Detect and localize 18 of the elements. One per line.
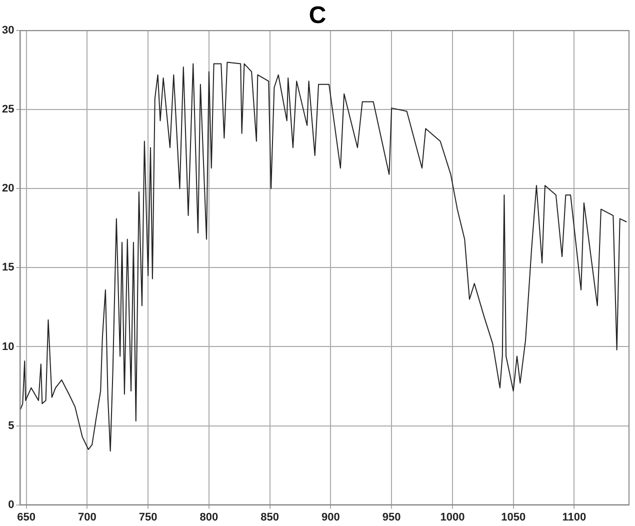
- x-tick-label: 1000: [440, 511, 465, 524]
- x-tick-label: 750: [138, 511, 158, 524]
- x-tick-label: 900: [322, 511, 340, 524]
- y-tick-label: 20: [2, 182, 14, 195]
- y-tick-label: 10: [2, 340, 14, 353]
- y-tick-label: 15: [2, 262, 14, 274]
- y-tick-label: 5: [8, 420, 14, 432]
- x-tick-label: 1100: [562, 511, 586, 524]
- x-tick-label: 950: [382, 511, 401, 524]
- chart-title: C: [308, 2, 326, 29]
- y-tick-label: 25: [2, 104, 14, 116]
- x-tick-label: 650: [17, 511, 36, 524]
- x-tick-label: 850: [260, 511, 280, 524]
- x-tick-label: 800: [200, 511, 218, 524]
- x-tick-label: 700: [78, 511, 96, 524]
- x-tick-label: 1050: [501, 511, 526, 524]
- y-tick-label: 30: [2, 24, 14, 37]
- y-tick-label: 0: [8, 498, 14, 511]
